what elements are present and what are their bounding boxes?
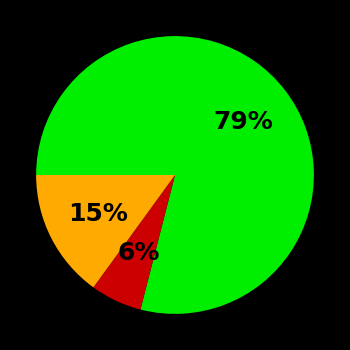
Wedge shape bbox=[36, 36, 314, 314]
Wedge shape bbox=[36, 175, 175, 287]
Wedge shape bbox=[93, 175, 175, 309]
Text: 79%: 79% bbox=[213, 110, 273, 134]
Text: 15%: 15% bbox=[68, 202, 128, 226]
Text: 6%: 6% bbox=[117, 241, 160, 265]
